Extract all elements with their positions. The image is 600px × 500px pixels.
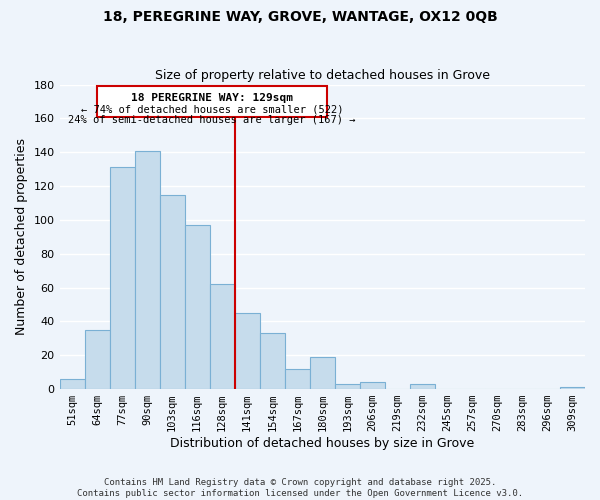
Bar [360, 382, 385, 389]
Bar [59, 379, 85, 389]
Text: 18, PEREGRINE WAY, GROVE, WANTAGE, OX12 0QB: 18, PEREGRINE WAY, GROVE, WANTAGE, OX12 … [103, 10, 497, 24]
Bar [310, 357, 335, 389]
FancyBboxPatch shape [97, 86, 327, 117]
Bar [160, 194, 185, 389]
Bar [235, 313, 260, 389]
Bar [185, 225, 209, 389]
Bar [260, 334, 285, 389]
X-axis label: Distribution of detached houses by size in Grove: Distribution of detached houses by size … [170, 437, 475, 450]
Bar [335, 384, 360, 389]
Y-axis label: Number of detached properties: Number of detached properties [15, 138, 28, 336]
Bar [285, 369, 310, 389]
Bar [209, 284, 235, 389]
Text: 24% of semi-detached houses are larger (167) →: 24% of semi-detached houses are larger (… [68, 115, 356, 125]
Text: Contains HM Land Registry data © Crown copyright and database right 2025.
Contai: Contains HM Land Registry data © Crown c… [77, 478, 523, 498]
Bar [560, 388, 585, 389]
Bar [410, 384, 435, 389]
Title: Size of property relative to detached houses in Grove: Size of property relative to detached ho… [155, 69, 490, 82]
Text: ← 74% of detached houses are smaller (522): ← 74% of detached houses are smaller (52… [81, 104, 343, 114]
Bar [85, 330, 110, 389]
Bar [134, 150, 160, 389]
Text: 18 PEREGRINE WAY: 129sqm: 18 PEREGRINE WAY: 129sqm [131, 93, 293, 103]
Bar [110, 168, 134, 389]
